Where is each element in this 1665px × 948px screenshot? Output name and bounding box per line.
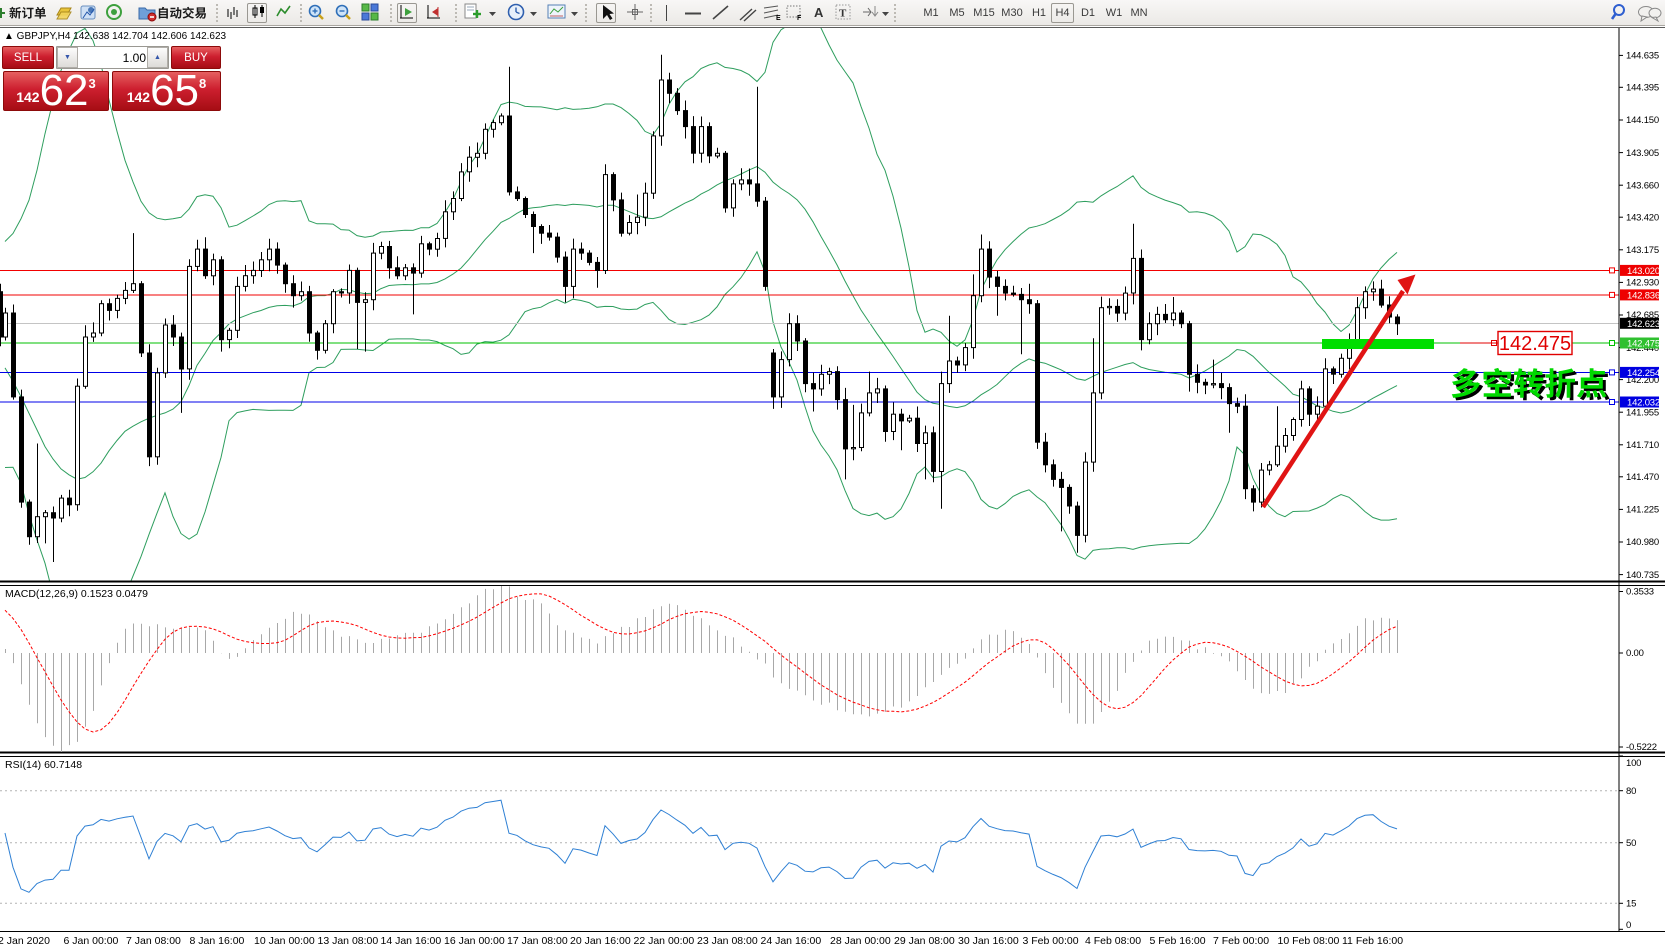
- svg-text:14 Jan 16:00: 14 Jan 16:00: [381, 935, 442, 947]
- svg-text:142.032: 142.032: [1627, 398, 1660, 409]
- svg-text:142.475: 142.475: [1627, 339, 1660, 350]
- svg-text:142.930: 142.930: [1626, 278, 1659, 289]
- svg-text:143.175: 143.175: [1626, 245, 1659, 256]
- svg-text:30 Jan 16:00: 30 Jan 16:00: [958, 935, 1019, 947]
- svg-text:143.420: 143.420: [1626, 212, 1659, 223]
- svg-text:142.623: 142.623: [1627, 319, 1660, 330]
- svg-text:MACD(12,26,9) 0.1523 0.0479: MACD(12,26,9) 0.1523 0.0479: [5, 588, 148, 600]
- svg-text:E: E: [776, 15, 781, 22]
- svg-text:6 Jan 00:00: 6 Jan 00:00: [64, 935, 119, 947]
- svg-text:13 Jan 08:00: 13 Jan 08:00: [318, 935, 379, 947]
- svg-text:143.660: 143.660: [1626, 180, 1659, 191]
- svg-text:0.3533: 0.3533: [1626, 587, 1654, 598]
- svg-text:7 Jan 08:00: 7 Jan 08:00: [126, 935, 181, 947]
- svg-text:28 Jan 00:00: 28 Jan 00:00: [830, 935, 891, 947]
- svg-text:80: 80: [1626, 786, 1636, 797]
- svg-text:144.395: 144.395: [1626, 83, 1659, 94]
- svg-text:10 Feb 08:00: 10 Feb 08:00: [1278, 935, 1340, 947]
- svg-text:17 Jan 08:00: 17 Jan 08:00: [507, 935, 568, 947]
- svg-text:F: F: [797, 15, 802, 22]
- svg-text:29 Jan 08:00: 29 Jan 08:00: [894, 935, 955, 947]
- svg-text:0.00: 0.00: [1626, 648, 1644, 659]
- svg-text:15: 15: [1626, 899, 1636, 910]
- svg-text:0: 0: [1626, 920, 1631, 931]
- svg-text:142.200: 142.200: [1626, 375, 1659, 386]
- svg-text:T: T: [839, 8, 847, 20]
- svg-text:RSI(14) 60.7148: RSI(14) 60.7148: [5, 759, 82, 771]
- svg-text:141.955: 141.955: [1626, 407, 1659, 418]
- svg-text:24 Jan 16:00: 24 Jan 16:00: [761, 935, 822, 947]
- svg-text:5 Feb 16:00: 5 Feb 16:00: [1150, 935, 1206, 947]
- svg-text:22 Jan 00:00: 22 Jan 00:00: [634, 935, 695, 947]
- svg-text:144.635: 144.635: [1626, 51, 1659, 62]
- svg-text:141.710: 141.710: [1626, 440, 1659, 451]
- svg-text:100: 100: [1626, 758, 1641, 769]
- svg-text:141.470: 141.470: [1626, 472, 1659, 483]
- svg-text:143.905: 143.905: [1626, 148, 1659, 159]
- svg-text:7 Feb 00:00: 7 Feb 00:00: [1213, 935, 1269, 947]
- svg-text:11 Feb 16:00: 11 Feb 16:00: [1342, 935, 1403, 947]
- svg-text:10 Jan 00:00: 10 Jan 00:00: [254, 935, 315, 947]
- svg-text:50: 50: [1626, 838, 1636, 849]
- svg-text:20 Jan 16:00: 20 Jan 16:00: [570, 935, 631, 947]
- svg-text:144.150: 144.150: [1626, 115, 1659, 126]
- svg-text:142.836: 142.836: [1627, 291, 1660, 302]
- svg-text:8 Jan 16:00: 8 Jan 16:00: [190, 935, 245, 947]
- svg-text:23 Jan 08:00: 23 Jan 08:00: [697, 935, 758, 947]
- svg-text:142.254: 142.254: [1627, 368, 1660, 379]
- svg-text:140.735: 140.735: [1626, 570, 1659, 581]
- svg-text:140.980: 140.980: [1626, 537, 1659, 548]
- svg-text:2 Jan 2020: 2 Jan 2020: [0, 935, 50, 947]
- svg-text:3 Feb 00:00: 3 Feb 00:00: [1023, 935, 1079, 947]
- svg-text:A: A: [814, 5, 824, 20]
- svg-text:143.020: 143.020: [1627, 266, 1660, 277]
- svg-text:16 Jan 00:00: 16 Jan 00:00: [444, 935, 505, 947]
- svg-text:-0.5222: -0.5222: [1626, 742, 1657, 753]
- svg-text:142.475: 142.475: [1499, 333, 1571, 355]
- svg-text:142.685: 142.685: [1626, 310, 1659, 321]
- svg-text:4 Feb 08:00: 4 Feb 08:00: [1085, 935, 1141, 947]
- svg-text:141.225: 141.225: [1626, 505, 1659, 516]
